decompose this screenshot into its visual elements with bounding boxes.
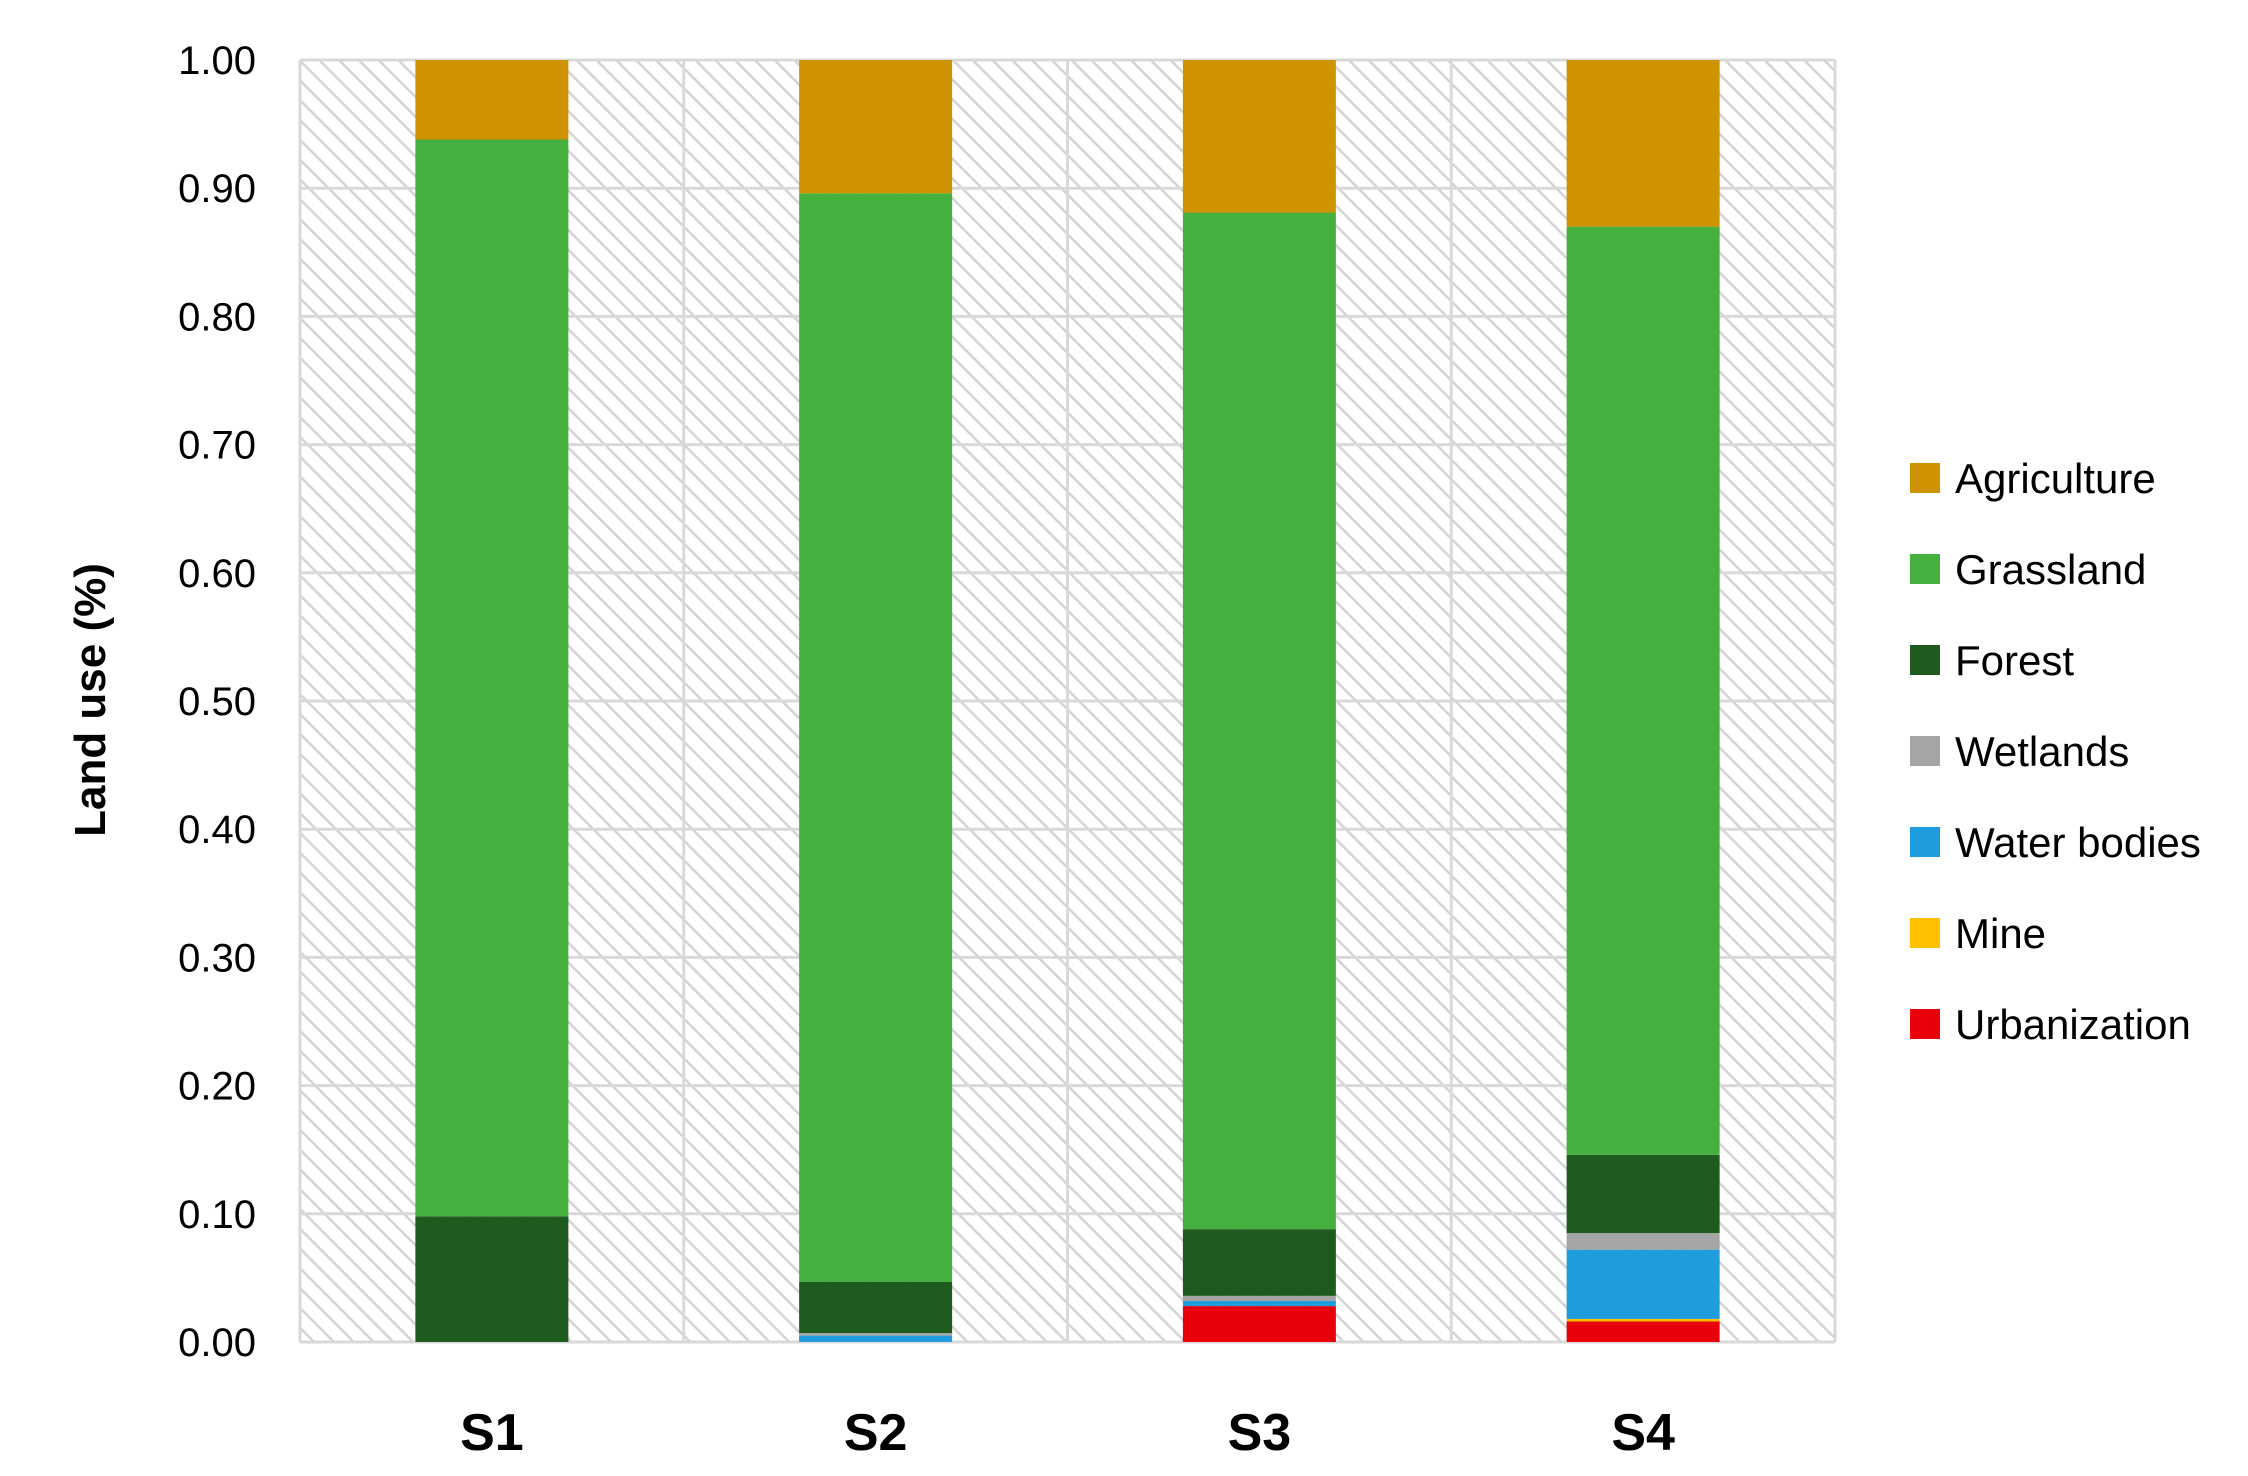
- bar-segment-s4-mine: [1566, 1318, 1720, 1322]
- bar-segment-s3-agriculture: [1182, 60, 1336, 213]
- legend-swatch-wetlands: [1910, 736, 1940, 766]
- y-tick-label: 0.60: [178, 552, 256, 596]
- legend: Agriculture Grassland Forest Wetlands Water …: [1910, 455, 2201, 1048]
- y-tick-label: 0.50: [178, 680, 256, 724]
- bar-segment-s1-grassland: [415, 139, 569, 1217]
- y-axis-ticks: 0.00 0.10 0.20 0.30 0.40 0.50 0.60 0.70 0.80 0.90…: [178, 39, 256, 1365]
- y-tick-label: 0.90: [178, 167, 256, 211]
- bar-segment-s4-grassland: [1566, 226, 1720, 1155]
- legend-label-mine: Mine: [1955, 910, 2046, 957]
- bar-segment-s4-wetlands: [1566, 1233, 1720, 1250]
- bar-segment-s1-agriculture: [415, 60, 569, 140]
- x-category-label-s4: S4: [1611, 1404, 1675, 1462]
- bar-segment-s3-wetlands: [1182, 1295, 1336, 1301]
- legend-swatch-water-bodies: [1910, 827, 1940, 857]
- legend-swatch-urbanization: [1910, 1009, 1940, 1039]
- x-axis-categories: S1 S2 S3 S4: [460, 1404, 1675, 1462]
- y-tick-label: 0.30: [178, 936, 256, 980]
- legend-swatch-agriculture: [1910, 463, 1940, 493]
- legend-label-water-bodies: Water bodies: [1955, 819, 2201, 866]
- bar-segment-s2-water-bodies: [799, 1335, 953, 1342]
- bar-segment-s3-grassland: [1182, 212, 1336, 1230]
- legend-label-urbanization: Urbanization: [1955, 1001, 2191, 1048]
- bar-segment-s4-urbanization: [1566, 1321, 1720, 1342]
- bar-segment-s3-water-bodies: [1182, 1300, 1336, 1307]
- x-category-label-s3: S3: [1228, 1404, 1292, 1462]
- legend-swatch-forest: [1910, 645, 1940, 675]
- bars: [415, 60, 1720, 1342]
- bar-segment-s4-forest: [1566, 1154, 1720, 1234]
- y-axis-title: Land use (%): [66, 563, 115, 837]
- y-tick-label: 0.70: [178, 424, 256, 468]
- bar-segment-s1-forest: [415, 1216, 569, 1342]
- bar-segment-s2-agriculture: [799, 60, 953, 194]
- bar-segment-s3-forest: [1182, 1229, 1336, 1296]
- y-tick-label: 0.40: [178, 808, 256, 852]
- legend-swatch-mine: [1910, 918, 1940, 948]
- x-category-label-s1: S1: [460, 1404, 524, 1462]
- y-tick-label: 0.80: [178, 295, 256, 339]
- y-tick-label: 1.00: [178, 39, 256, 83]
- bar-segment-s2-wetlands: [799, 1333, 953, 1336]
- legend-label-forest: Forest: [1955, 637, 2074, 684]
- legend-label-wetlands: Wetlands: [1955, 728, 2129, 775]
- x-category-label-s2: S2: [844, 1404, 908, 1462]
- y-tick-label: 0.00: [178, 1321, 256, 1365]
- y-tick-label: 0.20: [178, 1065, 256, 1109]
- legend-label-agriculture: Agriculture: [1955, 455, 2156, 502]
- legend-swatch-grassland: [1910, 554, 1940, 584]
- bar-segment-s4-water-bodies: [1566, 1249, 1720, 1319]
- y-tick-label: 0.10: [178, 1193, 256, 1237]
- bar-segment-s2-forest: [799, 1281, 953, 1334]
- legend-label-grassland: Grassland: [1955, 546, 2146, 593]
- bar-segment-s2-grassland: [799, 193, 953, 1282]
- bar-segment-s3-urbanization: [1182, 1306, 1336, 1342]
- bar-segment-s4-agriculture: [1566, 60, 1720, 227]
